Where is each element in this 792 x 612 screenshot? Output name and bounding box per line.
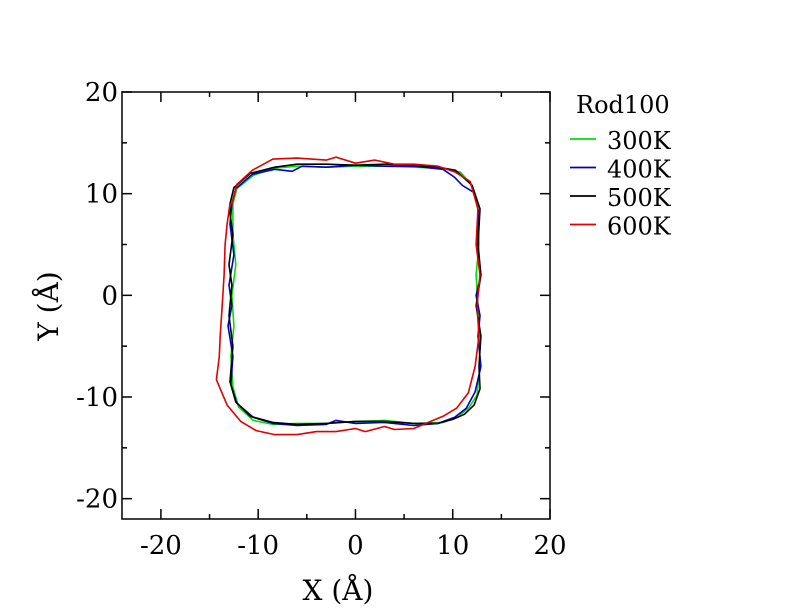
- series-line-500k: [228, 163, 482, 426]
- legend-label-600k: 600K: [607, 213, 672, 241]
- y-tick-label: 0: [101, 281, 118, 311]
- legend-label-500k: 500K: [607, 184, 672, 212]
- series-line-300k: [230, 165, 481, 426]
- x-tick-label: 20: [533, 531, 566, 561]
- plot-frame: [121, 91, 551, 520]
- axis-ticks: [122, 91, 551, 519]
- series-layer: [215, 156, 482, 436]
- x-tick-label: -10: [237, 531, 279, 561]
- x-tick-label: 10: [436, 531, 469, 561]
- series-line-600k: [215, 156, 481, 436]
- axis-tick-labels: -20 -10 0 10 20 -20 -10 0 10 20: [76, 78, 566, 561]
- y-tick-label: 10: [85, 180, 118, 210]
- y-tick-label: -10: [76, 383, 118, 413]
- series-line-400k: [227, 164, 482, 427]
- legend-label-300k: 300K: [607, 127, 672, 155]
- x-tick-label: -20: [140, 531, 182, 561]
- x-tick-label: 0: [347, 531, 364, 561]
- y-tick-label: 20: [85, 78, 118, 108]
- y-tick-label: -20: [76, 485, 118, 515]
- y-axis-label: Y (Å): [32, 271, 65, 341]
- legend-label-400k: 400K: [607, 156, 672, 184]
- legend-title: Rod100: [576, 91, 670, 119]
- x-axis-label: X (Å): [303, 574, 374, 607]
